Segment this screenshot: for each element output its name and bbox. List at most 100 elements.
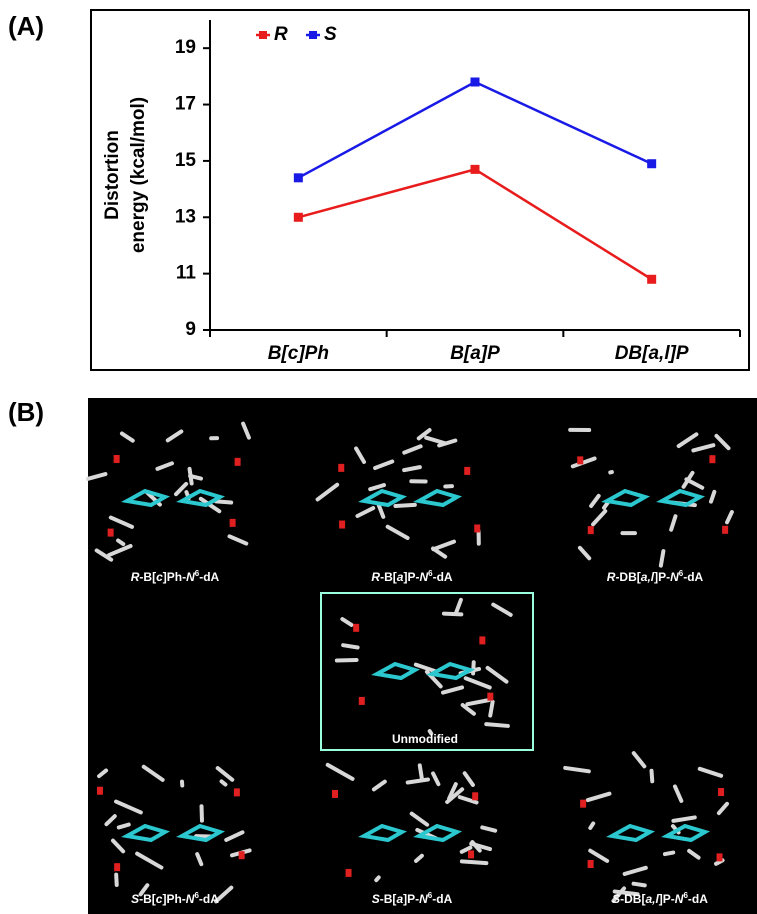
figure: (A) (B) 91113151719B[c]PhB[a]PDB[a,l]PDi… [0, 0, 757, 914]
label-part: -B[ [139, 570, 156, 584]
oxygen-atom [235, 458, 241, 466]
backbone-stick [190, 476, 201, 479]
label-part: N [675, 892, 684, 906]
backbone-stick [222, 781, 226, 784]
backbone-stick [490, 702, 492, 716]
oxygen-atom [588, 860, 594, 868]
oxygen-atom [230, 519, 236, 527]
series-line [298, 82, 651, 178]
oxygen-atom [468, 850, 474, 858]
point-marker [471, 78, 480, 87]
label-part: -dA [199, 892, 219, 906]
label-part: -B[ [380, 892, 397, 906]
label-part: ]P- [403, 892, 419, 906]
point-marker [471, 165, 480, 174]
legend-label: R [274, 24, 288, 45]
legend-marker [309, 31, 317, 39]
label-part: -B[ [139, 892, 156, 906]
label-part: ]Ph- [162, 892, 185, 906]
structure-label: R-B[a]P-N6-dA [371, 569, 452, 585]
backbone-stick [116, 875, 117, 885]
oxygen-atom [588, 526, 594, 534]
label-part: a,l [641, 570, 655, 584]
oxygen-atom [472, 792, 478, 800]
point-marker [647, 159, 656, 168]
oxygen-atom [346, 869, 352, 877]
backbone-stick [216, 501, 231, 502]
structure-label: S-B[a]P-N6-dA [372, 891, 453, 907]
oxygen-atom [114, 863, 120, 871]
label-part: ]P- [659, 892, 675, 906]
label-part: R [371, 570, 380, 584]
backbone-stick [376, 877, 378, 880]
page: (A) (B) 91113151719B[c]PhB[a]PDB[a,l]PDi… [0, 0, 757, 914]
backbone-stick [473, 662, 474, 673]
oxygen-atom [114, 455, 120, 463]
x-tick-label: B[c]Ph [268, 343, 329, 364]
oxygen-atom [239, 851, 245, 859]
structure-label: S-B[c]Ph-N6-dA [131, 891, 219, 907]
y-tick-label: 17 [175, 94, 196, 115]
backbone-stick [652, 771, 653, 782]
structure-label: S-DB[a,l]P-N6-dA [612, 891, 708, 907]
backbone-stick [395, 505, 414, 506]
panel-label: (A) [8, 11, 44, 41]
label-part: -B[ [380, 570, 397, 584]
oxygen-atom [718, 788, 724, 796]
label-part: ]P- [403, 570, 419, 584]
y-tick-label: 15 [175, 150, 197, 171]
oxygen-atom [234, 788, 240, 796]
oxygen-atom [709, 455, 715, 463]
oxygen-atom [479, 636, 485, 644]
x-tick-label: B[a]P [450, 343, 500, 364]
legend-marker [259, 31, 267, 39]
backbone-stick [590, 823, 593, 827]
point-marker [294, 173, 303, 182]
y-tick-label: 19 [175, 37, 196, 58]
label-part: ]P- [654, 570, 670, 584]
label-part: -dA [199, 570, 219, 584]
structure-label: R-B[c]Ph-N6-dA [131, 569, 220, 585]
backbone-stick [343, 645, 357, 647]
label-part: -dA [683, 570, 703, 584]
oxygen-atom [339, 521, 345, 529]
y-axis-label: energy (kcal/mol) [128, 97, 149, 253]
oxygen-atom [487, 693, 493, 701]
label-part: N [419, 892, 428, 906]
structure-label: Unmodified [392, 732, 458, 746]
backbone-stick [119, 825, 129, 828]
oxygen-atom [108, 529, 114, 537]
oxygen-atom [359, 697, 365, 705]
structure-label: R-DB[a,l]P-N6-dA [607, 569, 704, 585]
label-part: a,l [645, 892, 659, 906]
oxygen-atom [353, 624, 359, 632]
label-part: -dA [433, 570, 453, 584]
backbone-stick [420, 765, 422, 779]
label-part: -DB[ [615, 570, 640, 584]
label-part: -dA [432, 892, 452, 906]
legend-label: S [324, 24, 337, 45]
y-tick-label: 9 [185, 319, 196, 340]
label-part: ]Ph- [163, 570, 186, 584]
backbone-stick [462, 861, 487, 863]
oxygen-atom [580, 800, 586, 808]
label-part: N [670, 570, 679, 584]
series-line [298, 169, 651, 279]
oxygen-atom [338, 464, 344, 472]
label-part: S [131, 892, 139, 906]
label-part: -DB[ [620, 892, 645, 906]
label-part: Unmodified [392, 732, 458, 746]
panel-label: (B) [8, 397, 44, 427]
label-part: N [186, 570, 195, 584]
oxygen-atom [474, 524, 480, 532]
x-tick-label: DB[a,l]P [615, 343, 689, 364]
y-tick-label: 11 [176, 263, 197, 284]
backbone-stick [665, 853, 673, 855]
point-marker [294, 213, 303, 222]
label-part: R [131, 570, 140, 584]
oxygen-atom [577, 456, 583, 464]
oxygen-atom [722, 526, 728, 534]
chart-frame [91, 10, 749, 370]
y-axis-label: Distortion [102, 130, 123, 220]
label-part: R [607, 570, 616, 584]
